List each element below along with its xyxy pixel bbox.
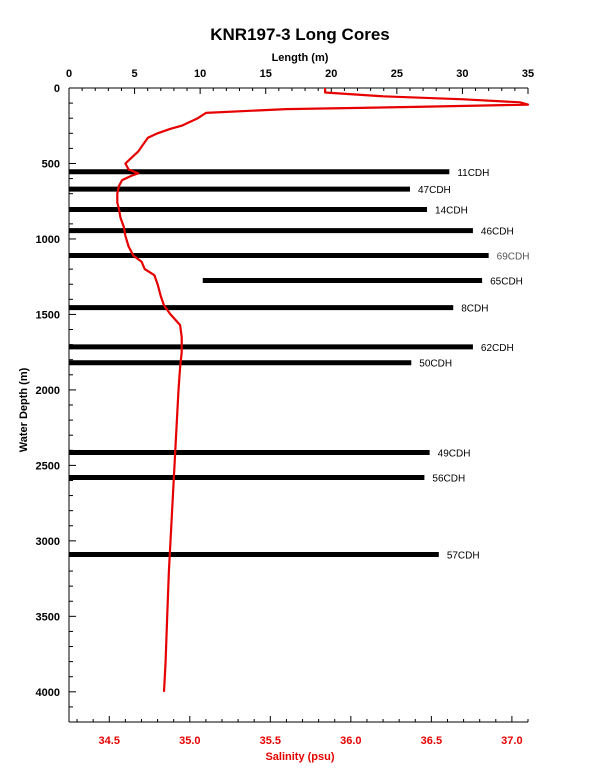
y-tick-label: 2000 <box>36 385 60 397</box>
y-tick-label: 2500 <box>36 460 60 472</box>
core-label: 8CDH <box>461 304 488 315</box>
y-tick-label: 3500 <box>36 611 60 623</box>
salinity-line <box>116 88 530 692</box>
axes: 0 500 1000 1500 2000 2500 3000 3500 4000 0 5 10 15 20… <box>36 68 535 747</box>
bottom-tick-label: 34.5 <box>99 735 120 747</box>
bottom-tick-label: 35.5 <box>260 735 281 747</box>
y-axis-label: Water Depth (m) <box>18 367 30 452</box>
core-label: 50CDH <box>419 359 452 370</box>
y-tick-label: 4000 <box>36 687 60 699</box>
top-tick-label: 25 <box>391 68 403 80</box>
core-label: 49CDH <box>438 449 471 460</box>
top-tick-label: 5 <box>132 68 138 80</box>
core-label: 65CDH <box>490 276 523 287</box>
core-label: 11CDH <box>457 168 489 179</box>
bottom-tick-label: 37.0 <box>501 735 522 747</box>
core-label: 46CDH <box>481 227 514 238</box>
top-tick-label: 35 <box>522 68 534 80</box>
core-label: 56CDH <box>432 473 465 484</box>
y-tick-label: 3000 <box>36 536 60 548</box>
core-label: 62CDH <box>481 343 514 354</box>
bottom-axis-label: Salinity (psu) <box>265 751 334 763</box>
top-axis-label: Length (m) <box>272 52 329 64</box>
y-tick-label: 500 <box>42 158 60 170</box>
chart-title: KNR197-3 Long Cores <box>210 25 389 44</box>
y-tick-label: 1500 <box>36 309 60 321</box>
top-tick-label: 20 <box>325 68 337 80</box>
core-label: 14CDH <box>435 206 468 217</box>
core-label: 47CDH <box>418 185 451 196</box>
bottom-tick-label: 35.0 <box>179 735 200 747</box>
y-tick-label: 0 <box>54 83 60 95</box>
core-bars: 11CDH 47CDH 14CDH 46CDH 69CDH 65CDH 8CDH 62CDH 5… <box>69 168 530 561</box>
bottom-tick-label: 36.5 <box>421 735 442 747</box>
top-tick-label: 0 <box>66 68 72 80</box>
top-tick-label: 30 <box>456 68 468 80</box>
core-label: 69CDH <box>497 252 530 263</box>
bottom-tick-label: 36.0 <box>340 735 361 747</box>
core-label: 57CDH <box>447 550 480 561</box>
top-tick-label: 10 <box>194 68 206 80</box>
top-tick-label: 15 <box>260 68 272 80</box>
salinity-profile <box>116 88 530 692</box>
y-tick-label: 1000 <box>36 234 60 246</box>
